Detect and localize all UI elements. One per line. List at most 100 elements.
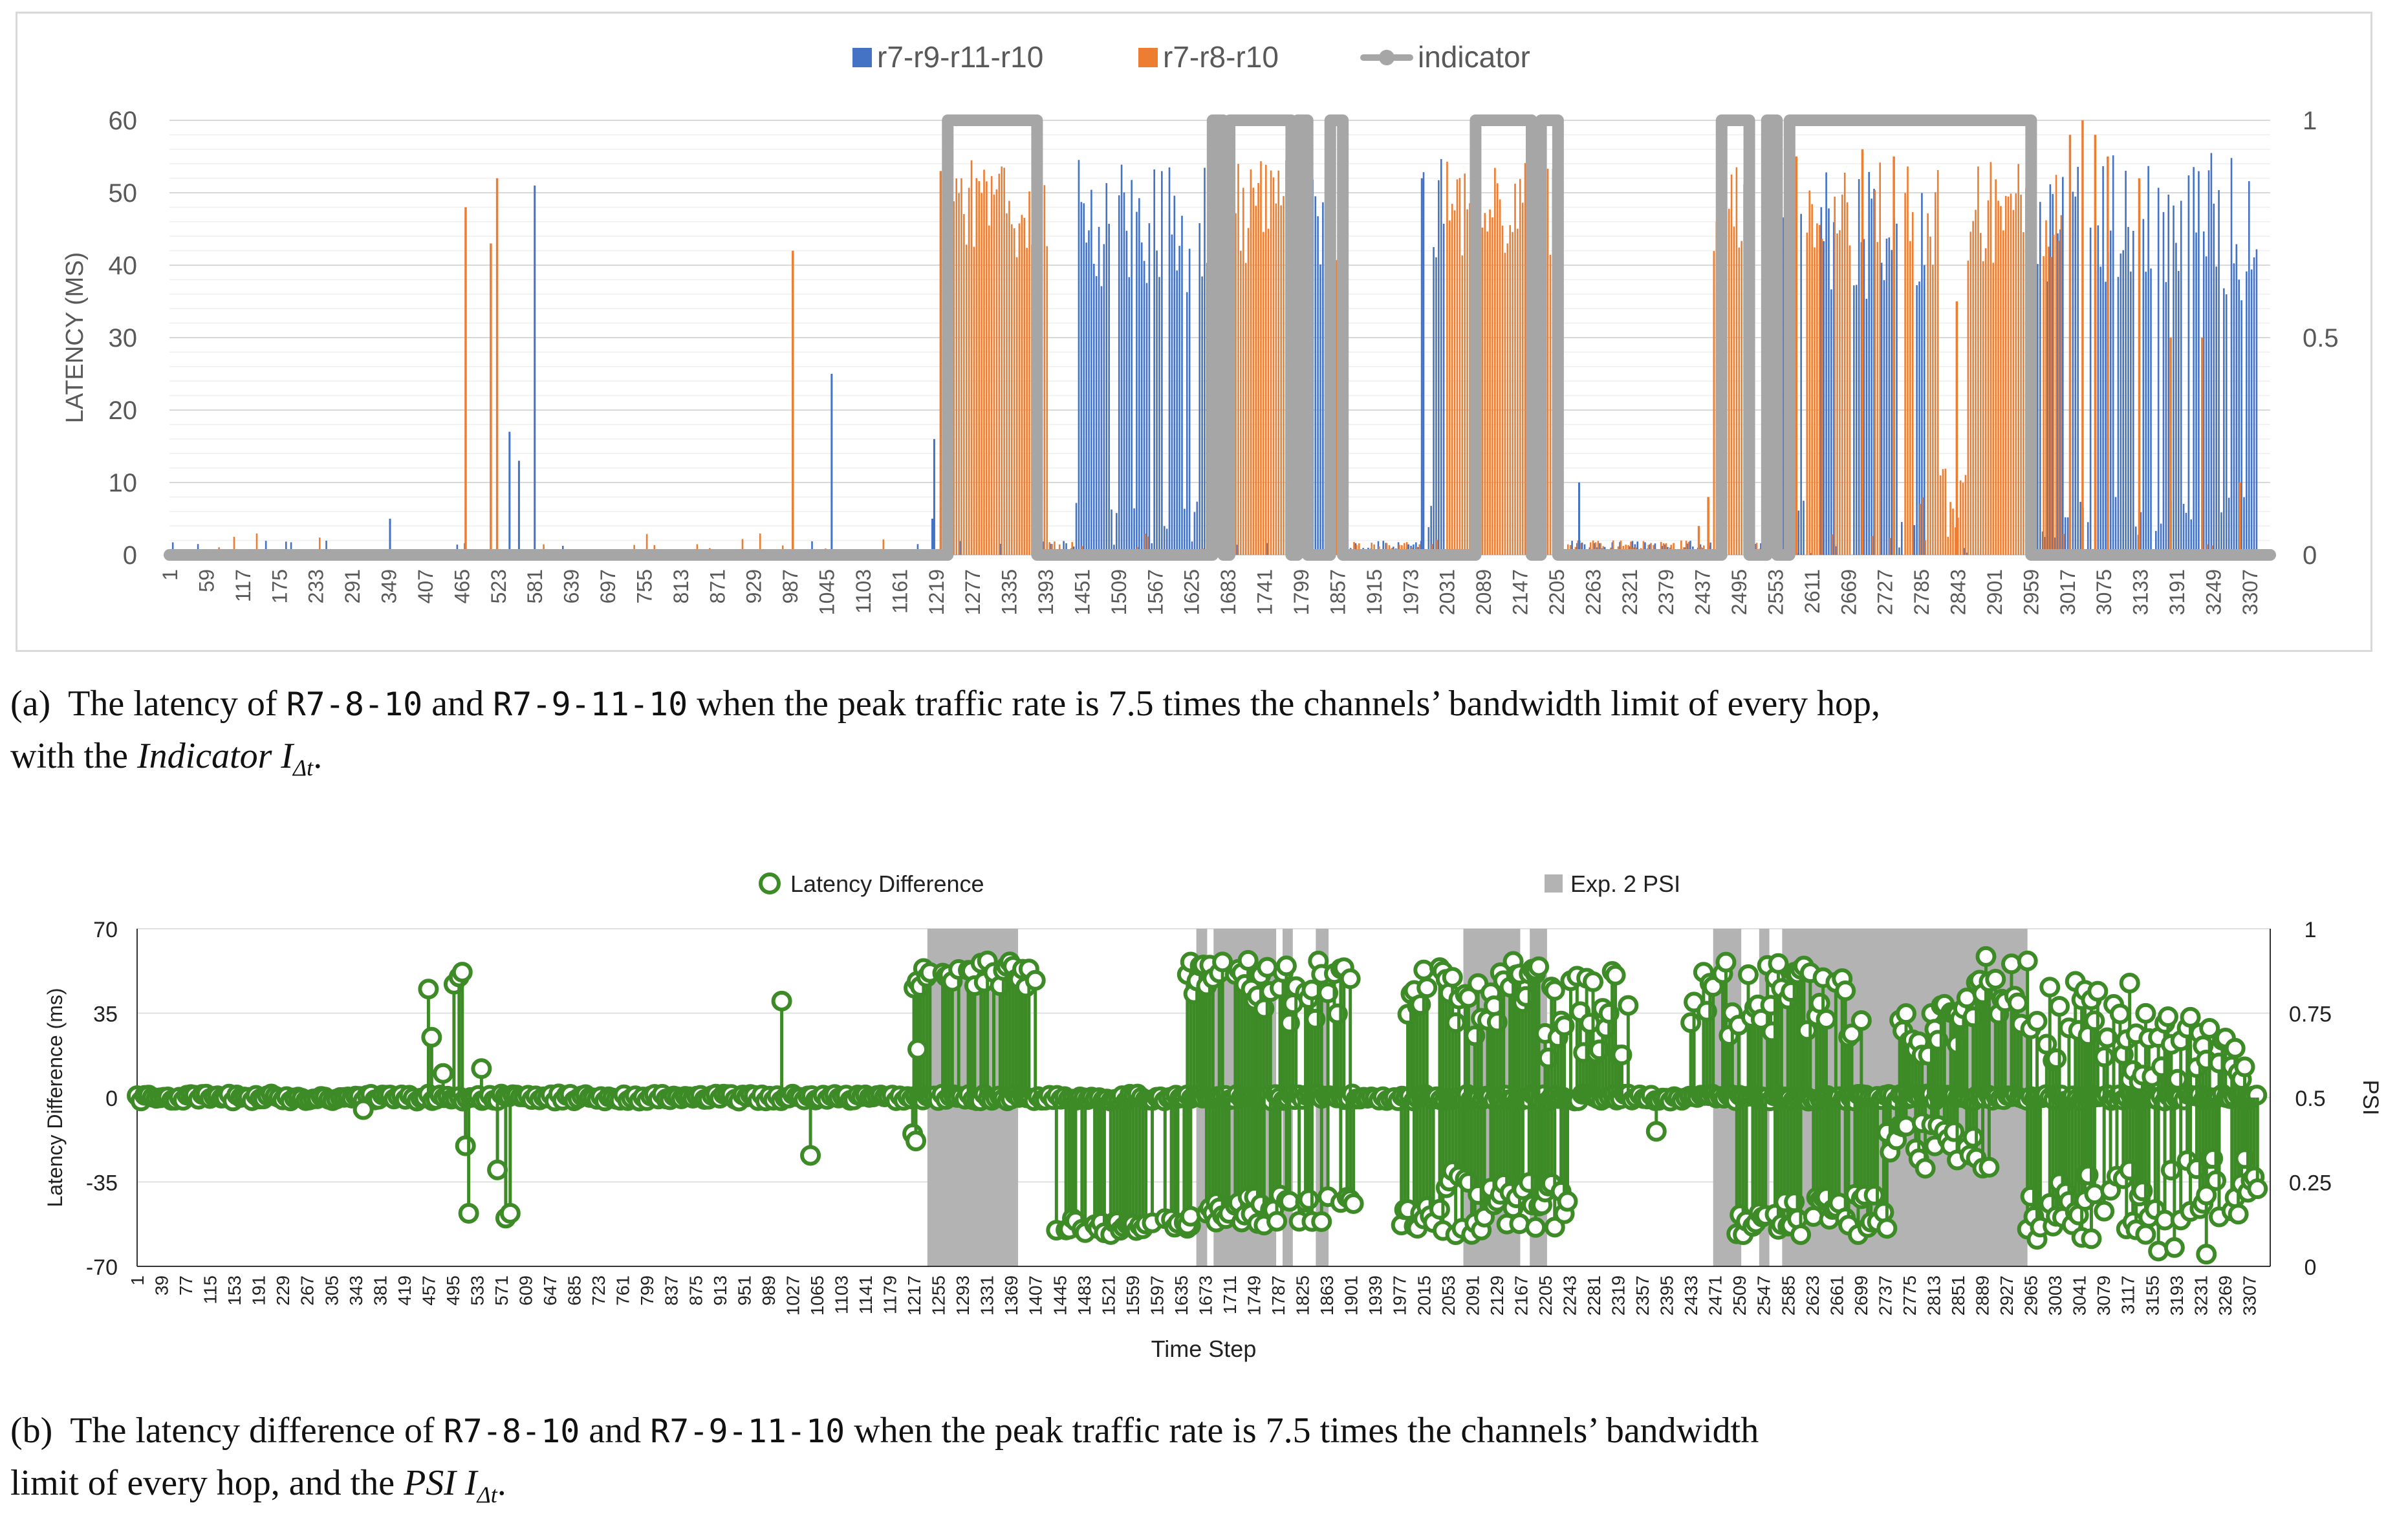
bar-blue: [1430, 506, 1432, 555]
bar-orange: [1685, 541, 1687, 555]
data-point: [1914, 1158, 1936, 1179]
data-point: [1429, 1198, 1450, 1220]
data-point: [1544, 980, 1565, 1001]
bar-orange: [953, 201, 955, 555]
bar-orange: [1519, 179, 1521, 556]
bar-orange: [1263, 232, 1264, 555]
bar-blue: [2052, 193, 2054, 556]
x-tick-label: 1483: [1074, 1275, 1094, 1316]
bar-orange: [1015, 257, 1018, 555]
data-point: [2148, 1240, 2169, 1262]
bar-orange-spike: [1795, 157, 1798, 555]
data-point: [1557, 1191, 1578, 1212]
bar-orange: [1499, 199, 1501, 556]
x-tick-label: 1335: [998, 569, 1021, 615]
data-point: [2164, 1237, 2185, 1258]
chart-a-frame: [16, 12, 2372, 652]
bar-blue: [1140, 242, 1143, 555]
x-tick-label: 3193: [2167, 1275, 2187, 1316]
y-tick-label: 10: [109, 469, 138, 497]
bar-orange: [2050, 257, 2052, 555]
x-tick-label: 3191: [2165, 569, 2189, 615]
bar-blue: [1631, 541, 1634, 555]
bar-orange: [2063, 534, 2065, 555]
bar-blue: [1118, 195, 1120, 556]
bar-blue: [2228, 497, 2230, 555]
x-tick-label: 115: [201, 1275, 221, 1305]
x-tick-label: 191: [249, 1275, 269, 1306]
bar-blue: [1619, 542, 1621, 555]
x-tick-label: 951: [734, 1275, 754, 1306]
bar-orange: [1048, 542, 1050, 555]
bar-orange: [1673, 543, 1675, 555]
y2-tick-label: 1: [2305, 918, 2317, 942]
bar-blue: [2218, 190, 2220, 555]
bar-orange: [1831, 534, 1834, 555]
legend-a: r7-r9-r11-r10 r7-r8-r10 indicator: [852, 40, 1530, 74]
bar-orange: [1496, 183, 1499, 556]
x-tick-label: 1217: [904, 1275, 924, 1316]
x-tick-label: 267: [298, 1275, 318, 1306]
bar-orange: [1237, 164, 1239, 555]
bar-orange: [1962, 482, 1964, 555]
bar-blue: [1204, 168, 1206, 555]
data-point: [1768, 953, 1789, 974]
legend-swatch-circle: [759, 872, 781, 894]
bar-blue: [1125, 230, 1128, 555]
bar-orange: [1509, 225, 1512, 555]
bar-orange: [255, 533, 258, 555]
x-tick-label: 1103: [831, 1275, 851, 1314]
x-tick-label: 1045: [816, 569, 839, 615]
x-tick-label: 2611: [1801, 569, 1824, 614]
x-tick-label: 2623: [1803, 1275, 1823, 1316]
data-point: [1645, 1121, 1667, 1142]
bar-orange: [1944, 468, 1947, 555]
bar-orange: [1270, 170, 1272, 555]
x-tick-label: 2167: [1511, 1275, 1531, 1316]
bar-blue: [2185, 512, 2187, 555]
bar-blue: [2041, 531, 2044, 555]
x-tick-label: 1141: [856, 1275, 876, 1314]
bar-orange: [986, 181, 988, 555]
data-point: [1618, 995, 1639, 1016]
x-tick-label: 929: [743, 569, 766, 603]
bar-orange: [2043, 256, 2045, 555]
x-tick-label: 2775: [1900, 1275, 1920, 1316]
bar-orange: [1275, 203, 1277, 556]
bar-orange: [2052, 234, 2055, 555]
data-point: [2160, 1160, 2182, 1181]
bar-blue: [1080, 202, 1083, 555]
data-point: [906, 1131, 927, 1152]
data-point: [1413, 959, 1435, 980]
bar-orange: [1589, 542, 1592, 555]
bar-blue: [1594, 543, 1596, 555]
bar-blue: [1888, 237, 1891, 555]
data-point: [2228, 1204, 2249, 1225]
x-tick-label: 2727: [1874, 569, 1897, 615]
data-point: [1525, 1217, 1546, 1238]
bar-blue: [2187, 175, 2190, 555]
legend-label: Latency Difference: [790, 871, 984, 897]
bar-orange: [968, 188, 970, 556]
bar-orange: [1849, 245, 1851, 555]
bar-orange-spike: [1707, 497, 1709, 555]
bar-blue: [1043, 541, 1045, 555]
x-tick-label: 3155: [2142, 1275, 2162, 1316]
bar-orange: [1738, 247, 1741, 555]
data-point: [2087, 980, 2109, 1002]
x-tick-label: 117: [232, 569, 255, 602]
data-point: [1544, 1217, 1565, 1238]
bar-blue: [1151, 543, 1153, 555]
bar-blue-spike: [517, 460, 520, 555]
data-point: [1340, 968, 1361, 990]
x-tick-label: 1787: [1268, 1275, 1288, 1316]
bar-orange: [1403, 543, 1405, 555]
bar-orange: [1494, 168, 1496, 555]
bar-orange: [1836, 233, 1838, 555]
x-tick-label: 229: [273, 1275, 293, 1306]
bar-blue: [2205, 256, 2207, 555]
legend-swatch-marker: [1379, 50, 1394, 65]
bar-blue: [2223, 288, 2225, 555]
bar-orange-spike: [2169, 338, 2172, 555]
